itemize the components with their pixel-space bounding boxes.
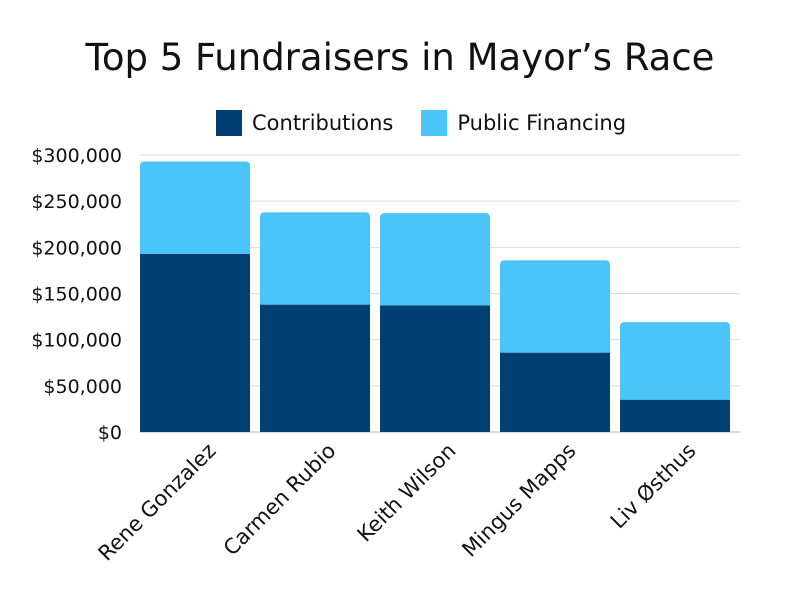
legend-label-public-financing: Public Financing <box>457 111 627 135</box>
y-tick-label: $50,000 <box>43 376 122 398</box>
bar-public-financing <box>380 213 490 306</box>
legend-swatch-contributions <box>216 110 242 136</box>
x-tick-label: Carmen Rubio <box>219 439 341 561</box>
bars <box>140 161 730 432</box>
x-tick-label: Rene Gonzalez <box>94 439 221 566</box>
bar-public-financing <box>260 212 370 305</box>
bar-contributions <box>500 352 610 432</box>
bar-public-financing <box>500 260 610 353</box>
legend-label-contributions: Contributions <box>252 111 394 135</box>
legend-item-contributions: Contributions <box>216 110 393 136</box>
bar-contributions <box>380 305 490 432</box>
legend-item-public-financing: Public Financing <box>421 110 626 136</box>
y-axis-ticks: $300,000 $250,000 $200,000 $150,000 $100,000… <box>31 145 122 444</box>
legend: Contributions Public Financing <box>216 110 654 136</box>
y-tick-label: $300,000 <box>31 145 122 167</box>
legend-swatch-public-financing <box>421 110 448 136</box>
y-tick-label: $0 <box>98 422 122 444</box>
x-tick-label: Liv Østhus <box>606 439 701 534</box>
bar-public-financing <box>620 322 730 400</box>
y-tick-label: $200,000 <box>31 237 122 259</box>
bar-public-financing <box>140 161 250 254</box>
x-tick-label: Keith Wilson <box>353 439 461 547</box>
y-tick-label: $100,000 <box>31 330 122 352</box>
y-tick-label: $150,000 <box>31 284 122 306</box>
chart-title: Top 5 Fundraisers in Mayor’s Race <box>85 36 715 79</box>
y-tick-label: $250,000 <box>31 191 122 213</box>
x-tick-label: Mingus Mapps <box>457 439 580 562</box>
bar-contributions <box>620 399 730 432</box>
bar-contributions <box>260 304 370 432</box>
bar-contributions <box>140 253 250 432</box>
